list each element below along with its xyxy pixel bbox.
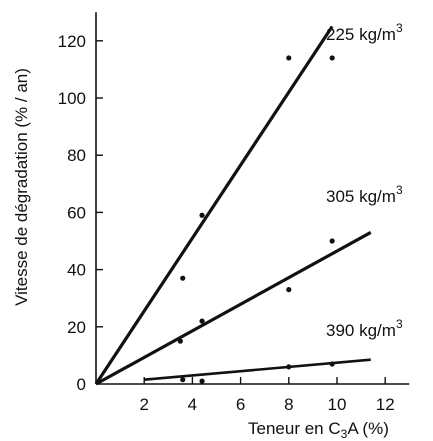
data-point-series-2 bbox=[286, 287, 292, 293]
series-label-unit: kg/m bbox=[359, 187, 396, 206]
x-tick-label: 10 bbox=[328, 395, 347, 414]
series-label-unit: kg/m bbox=[359, 321, 396, 340]
x-axis-title-subscript: 3 bbox=[341, 427, 348, 441]
series-label-exponent: 3 bbox=[396, 183, 403, 197]
y-tick-label: 40 bbox=[67, 261, 86, 280]
data-point-series-3 bbox=[180, 377, 186, 383]
y-tick-label: 0 bbox=[77, 375, 86, 394]
y-tick-label: 100 bbox=[58, 89, 86, 108]
y-tick-label: 20 bbox=[67, 318, 86, 337]
axes bbox=[95, 12, 410, 385]
x-axis-title-prefix: Teneur en C bbox=[248, 419, 341, 438]
data-point-series-2 bbox=[329, 238, 335, 244]
data-point-series-3 bbox=[329, 361, 335, 367]
data-points bbox=[177, 55, 335, 384]
x-axis-title-suffix: A (%) bbox=[347, 419, 389, 438]
series-label-exponent: 3 bbox=[396, 21, 403, 35]
x-tick-label: 2 bbox=[139, 395, 148, 414]
series-label-1: 225 kg/m3 bbox=[326, 21, 403, 44]
data-point-series-3 bbox=[199, 378, 205, 384]
fit-line-series-2 bbox=[95, 231, 372, 386]
y-tick-label: 120 bbox=[58, 32, 86, 51]
x-tick-label: 4 bbox=[188, 395, 197, 414]
series-label-3: 390 kg/m3 bbox=[326, 317, 403, 340]
data-point-series-1 bbox=[286, 55, 292, 61]
x-axis-title: Teneur en C3A (%) bbox=[248, 419, 389, 441]
x-tick-label: 8 bbox=[284, 395, 293, 414]
series-label-value: 305 bbox=[326, 187, 359, 206]
series-label-2: 305 kg/m3 bbox=[326, 183, 403, 206]
series-label-value: 390 bbox=[326, 321, 359, 340]
y-tick-label: 60 bbox=[67, 203, 86, 222]
x-tick-label: 12 bbox=[376, 395, 395, 414]
x-tick-label: 6 bbox=[236, 395, 245, 414]
y-axis-title: Vitesse de dégradation (% / an) bbox=[12, 68, 31, 306]
y-tick-label: 80 bbox=[67, 146, 86, 165]
data-point-series-3 bbox=[286, 364, 292, 370]
data-point-series-1 bbox=[180, 275, 186, 281]
data-point-series-2 bbox=[177, 338, 183, 344]
data-point-series-1 bbox=[329, 55, 335, 61]
series-label-value: 225 bbox=[326, 25, 359, 44]
data-point-series-1 bbox=[199, 212, 205, 218]
x-ticks: 2 4 6 8 10 12 bbox=[139, 377, 395, 414]
data-point-series-2 bbox=[199, 318, 205, 324]
fit-line-series-1 bbox=[94, 25, 334, 385]
y-ticks: 0 20 40 60 80 100 120 bbox=[58, 32, 103, 394]
fit-line-series-3 bbox=[144, 358, 371, 382]
series-label-unit: kg/m bbox=[359, 25, 396, 44]
series-label-exponent: 3 bbox=[396, 317, 403, 331]
